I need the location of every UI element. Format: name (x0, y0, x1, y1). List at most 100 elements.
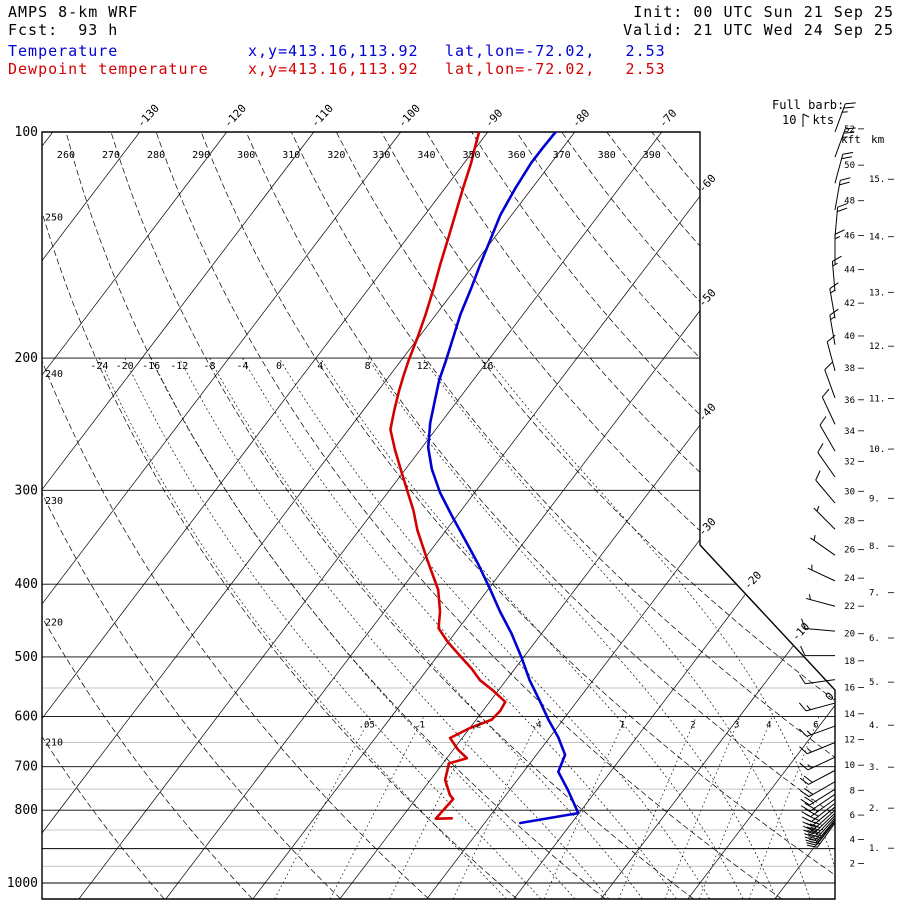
svg-text:46: 46 (844, 232, 855, 242)
full-barb-legend-speed: 10 (782, 113, 797, 127)
temperature-legend-label: Temperature (8, 42, 119, 60)
svg-text:-10: -10 (789, 620, 812, 643)
svg-text:230: 230 (45, 496, 63, 507)
sounding-traces (389, 132, 580, 825)
svg-text:14.: 14. (869, 233, 885, 243)
svg-text:280: 280 (147, 150, 165, 161)
svg-text:34: 34 (844, 427, 855, 437)
svg-text:20: 20 (844, 630, 855, 640)
full-barb-icon (802, 113, 810, 127)
svg-text:15.: 15. (869, 175, 885, 185)
svg-text:-80: -80 (569, 107, 592, 130)
svg-text:6.: 6. (869, 634, 880, 644)
full-barb-legend-title: Full barb: (772, 98, 845, 112)
svg-text:5.: 5. (869, 678, 880, 688)
svg-text:-24: -24 (90, 361, 108, 372)
svg-text:38: 38 (844, 364, 855, 374)
svg-text:8.: 8. (869, 542, 880, 552)
svg-text:-12: -12 (170, 361, 188, 372)
svg-text:290: 290 (192, 150, 210, 161)
svg-text:340: 340 (417, 150, 435, 161)
svg-text:.05: .05 (359, 720, 375, 730)
svg-text:380: 380 (598, 150, 616, 161)
svg-text:600: 600 (15, 709, 38, 724)
svg-text:26: 26 (844, 546, 855, 556)
svg-text:-4: -4 (236, 361, 248, 372)
svg-text:1: 1 (620, 720, 625, 730)
svg-text:30: 30 (844, 487, 855, 497)
svg-text:10: 10 (844, 761, 855, 771)
svg-text:0: 0 (276, 361, 282, 372)
svg-text:24: 24 (844, 574, 855, 584)
svg-text:9.: 9. (869, 494, 880, 504)
svg-text:1.: 1. (869, 844, 880, 854)
dewpoint-legend-latlon: lat,lon=-72.02, 2.53 (445, 60, 666, 78)
svg-text:.1: .1 (414, 720, 425, 730)
svg-text:8: 8 (365, 361, 371, 372)
svg-text:-90: -90 (482, 107, 505, 130)
dewpoint-legend-label: Dewpoint temperature (8, 60, 209, 78)
svg-text:-110: -110 (308, 102, 336, 130)
pressure-axis-labels: 100 200 300 400 500 600 700 800 1000 (7, 125, 38, 891)
temperature-legend-xy: x,y=413.16,113.92 (248, 42, 419, 60)
svg-text:4.: 4. (869, 721, 880, 731)
svg-text:44: 44 (844, 266, 855, 276)
svg-text:16: 16 (482, 361, 494, 372)
svg-text:50: 50 (844, 161, 855, 171)
svg-text:370: 370 (553, 150, 571, 161)
svg-text:250: 250 (45, 213, 63, 224)
svg-text:.2: .2 (471, 720, 482, 730)
plot-frame (41, 131, 836, 900)
svg-text:3: 3 (734, 720, 739, 730)
svg-text:32: 32 (844, 457, 855, 467)
svg-text:700: 700 (15, 760, 38, 775)
svg-text:2: 2 (690, 720, 695, 730)
svg-text:500: 500 (15, 650, 38, 665)
svg-text:200: 200 (15, 351, 38, 366)
svg-text:-120: -120 (221, 102, 249, 130)
svg-text:-8: -8 (203, 361, 215, 372)
altitude-scales: kft km52504846444240383634323028262422201… (841, 125, 894, 870)
svg-text:220: 220 (45, 618, 63, 629)
svg-text:400: 400 (15, 577, 38, 592)
dry-adiabats (42, 132, 835, 899)
model-title: AMPS 8-km WRF (8, 3, 139, 21)
init-time: Init: 00 UTC Sun 21 Sep 25 (633, 3, 894, 21)
svg-text:13.: 13. (869, 288, 885, 298)
svg-text:-16: -16 (142, 361, 160, 372)
svg-text:36: 36 (844, 396, 855, 406)
svg-text:4: 4 (850, 835, 855, 845)
svg-text:10.: 10. (869, 445, 885, 455)
dewpoint-legend-xy: x,y=413.16,113.92 (248, 60, 419, 78)
svg-text:390: 390 (643, 150, 661, 161)
svg-text:300: 300 (15, 483, 38, 498)
svg-text:-100: -100 (395, 102, 423, 130)
svg-text:300: 300 (237, 150, 255, 161)
svg-text:14: 14 (844, 710, 855, 720)
svg-text:40: 40 (844, 332, 855, 342)
full-barb-legend: Full barb: 10 kts (772, 98, 844, 128)
svg-text:12.: 12. (869, 342, 885, 352)
forecast-hour: Fcst: 93 h (8, 21, 119, 39)
wind-barbs (798, 102, 856, 848)
svg-text:.4: .4 (531, 720, 542, 730)
svg-text:22: 22 (844, 602, 855, 612)
svg-text:2: 2 (850, 860, 855, 870)
svg-text:48: 48 (844, 197, 855, 207)
valid-time: Valid: 21 UTC Wed 24 Sep 25 (623, 21, 894, 39)
svg-text:12: 12 (844, 736, 855, 746)
svg-text:800: 800 (15, 803, 38, 818)
svg-text:7.: 7. (869, 589, 880, 599)
svg-text:330: 330 (372, 150, 390, 161)
svg-text:-20: -20 (741, 569, 764, 592)
svg-text:-60: -60 (696, 172, 719, 195)
svg-text:-40: -40 (696, 401, 719, 424)
svg-text:-50: -50 (696, 286, 719, 309)
svg-text:4: 4 (766, 720, 771, 730)
minor-isobars (42, 687, 835, 867)
svg-text:28: 28 (844, 517, 855, 527)
svg-text:12: 12 (417, 361, 429, 372)
svg-text:270: 270 (102, 150, 120, 161)
